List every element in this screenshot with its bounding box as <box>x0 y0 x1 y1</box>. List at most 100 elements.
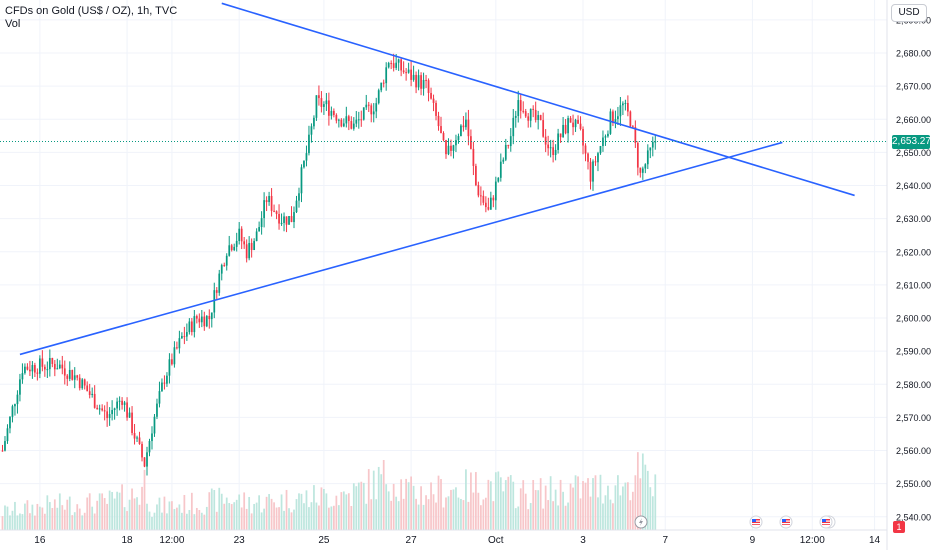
candle-body <box>208 316 211 320</box>
volume-bar <box>118 492 121 530</box>
volume-bar <box>310 502 313 530</box>
candle-body <box>230 245 233 251</box>
candle-body <box>527 116 530 121</box>
candle-body <box>552 147 555 156</box>
volume-bar <box>128 499 131 530</box>
volume-bar <box>460 498 462 530</box>
candle-body <box>6 428 9 442</box>
currency-button[interactable]: USD <box>891 4 927 22</box>
candle-body <box>487 207 490 210</box>
volume-bar <box>228 503 231 530</box>
volume-bar <box>250 513 253 530</box>
volume-bar <box>579 498 582 530</box>
lightning-icon[interactable] <box>634 515 648 529</box>
candle-body <box>402 70 405 73</box>
candle-body <box>502 159 505 162</box>
candle-body <box>512 117 515 137</box>
candle-body <box>372 111 375 115</box>
candle-body <box>517 100 520 116</box>
us-flag-stack-icon[interactable] <box>819 515 836 529</box>
candle-body <box>153 416 156 434</box>
candle-body <box>440 126 442 134</box>
candle-body <box>195 316 198 319</box>
candle-body <box>612 111 614 123</box>
volume-bar <box>375 499 378 530</box>
volume-bar <box>285 489 288 530</box>
volume-bar <box>445 497 447 530</box>
volume-bar <box>168 501 171 530</box>
volume-bar <box>539 478 542 530</box>
volume-bar <box>477 492 480 530</box>
candle-body <box>447 145 450 155</box>
volume-bar <box>340 492 343 530</box>
volume-bar <box>617 475 619 530</box>
volume-bar <box>377 466 380 530</box>
ascending-support-trendline[interactable] <box>19 141 783 356</box>
candle-body <box>78 377 81 389</box>
volume-bar <box>455 487 457 530</box>
x-tick-label: Oct <box>488 535 504 546</box>
candle-body <box>4 441 6 451</box>
candle-body <box>365 104 368 108</box>
volume-bar <box>238 494 241 530</box>
volume-bar <box>447 496 450 530</box>
volume-bar <box>362 482 365 530</box>
volume-bar <box>113 498 116 530</box>
candle-body <box>330 110 333 116</box>
volume-bar <box>171 501 173 530</box>
candle-body <box>562 124 564 138</box>
alert-badge[interactable]: 1 <box>893 521 905 533</box>
candle-body <box>141 443 143 458</box>
us-flag-icon[interactable] <box>749 515 763 529</box>
candle-body <box>385 67 388 84</box>
candle-body <box>66 375 69 379</box>
volume-bar <box>9 515 11 530</box>
candle-body <box>482 195 485 203</box>
candle-body <box>56 368 59 370</box>
candle-body <box>278 213 280 224</box>
candle-body <box>19 379 21 395</box>
candle-body <box>53 363 56 370</box>
candle-body <box>68 370 71 379</box>
candle-body <box>405 72 407 74</box>
candle-body <box>73 375 76 380</box>
volume-bar <box>420 486 422 530</box>
us-flag-icon[interactable] <box>779 515 793 529</box>
candle-body <box>320 98 323 107</box>
volume-bar <box>385 484 388 530</box>
grid-lines <box>0 0 887 530</box>
candle-body <box>641 168 644 173</box>
candle-body <box>649 147 652 151</box>
price-axis: 2,540.00 2,550.00 2,560.00 2,570.00 2,580.00… <box>896 15 931 522</box>
candle-body <box>303 160 305 168</box>
candle-body <box>554 149 557 156</box>
volume-bar <box>121 484 123 530</box>
volume-bar <box>58 493 61 530</box>
candle-body <box>492 197 495 201</box>
volume-bar <box>350 506 353 530</box>
volume-bar <box>352 483 355 530</box>
candle-body <box>136 437 138 439</box>
candle-body <box>489 197 492 210</box>
volume-bars <box>1 452 657 530</box>
candle-body <box>350 121 353 129</box>
candle-body <box>395 62 398 68</box>
volume-bar <box>143 469 146 530</box>
candle-body <box>318 95 320 99</box>
volume-bar <box>607 485 609 530</box>
candle-body <box>475 165 477 186</box>
candle-body <box>250 242 253 251</box>
volume-bar <box>519 488 522 530</box>
chart-title: CFDs on Gold (US$ / OZ), 1h, TVC <box>5 5 178 17</box>
volume-bar <box>318 505 320 530</box>
candle-body <box>577 119 579 124</box>
volume-bar <box>288 508 290 530</box>
volume-bar <box>51 507 54 530</box>
candle-body <box>355 119 358 124</box>
y-tick-label: 2,610.00 <box>896 280 931 290</box>
volume-bar <box>622 486 624 530</box>
candle-body <box>148 441 151 453</box>
descending-resistance-trendline[interactable] <box>221 2 855 197</box>
